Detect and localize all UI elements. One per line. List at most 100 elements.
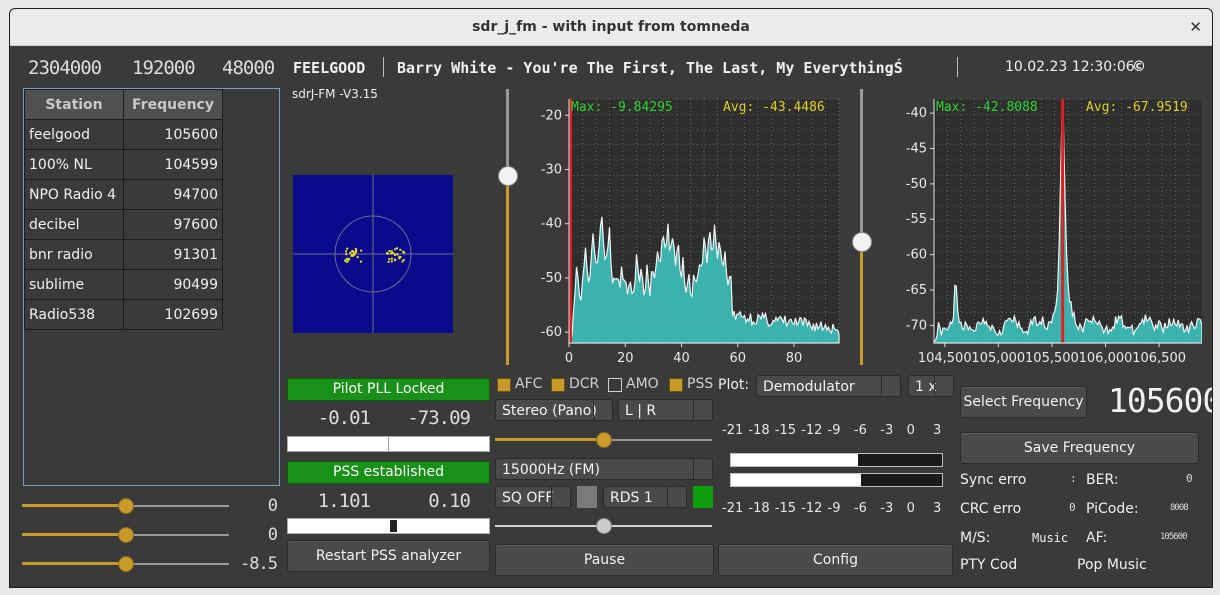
- meter-right-channel: [730, 473, 943, 487]
- station-list[interactable]: Station Frequency feelgood 105600 100% NL 1…: [23, 88, 280, 486]
- iq-sample: [390, 250, 393, 253]
- meter-tick-label: -12: [801, 501, 823, 516]
- iq-sample: [346, 260, 349, 263]
- pty-value: Pop Music: [1077, 557, 1147, 573]
- iq-sample: [355, 250, 358, 253]
- pss-value-2: 0.10: [428, 490, 471, 512]
- pause-button[interactable]: Pause: [495, 544, 714, 576]
- meter-left-channel: [730, 453, 943, 467]
- ber-label: BER:: [1086, 472, 1119, 488]
- station-name-cell[interactable]: bnr radio: [24, 239, 124, 270]
- meter-tick-label: -18: [748, 501, 770, 516]
- x-tick-label: 60: [729, 351, 746, 366]
- iq-sample: [350, 254, 353, 257]
- table-row[interactable]: decibel 97600: [24, 209, 223, 240]
- iq-sample: [345, 250, 348, 253]
- stereo-mode-value: Stereo (Pano): [502, 403, 597, 419]
- iq-sample: [401, 260, 404, 263]
- title-bar: sdr_j_fm - with input from tomneda ✕: [10, 9, 1212, 46]
- slider-handle[interactable]: [118, 498, 134, 514]
- slider-handle[interactable]: [118, 527, 134, 543]
- frequency-cell[interactable]: 102699: [123, 299, 223, 330]
- stereo-mode-select[interactable]: Stereo (Pano): [495, 399, 613, 421]
- ms-value: Music: [1032, 531, 1069, 545]
- iq-sample: [352, 251, 355, 254]
- sync-error-value: :: [1070, 472, 1077, 485]
- afc-checkbox[interactable]: [497, 378, 511, 392]
- rds-select-value: RDS 1: [610, 490, 653, 506]
- x-tick-label: 106,500: [1132, 351, 1186, 366]
- rds-select[interactable]: RDS 1: [603, 486, 687, 508]
- select-frequency-button[interactable]: Select Frequency: [960, 386, 1087, 418]
- frequency-cell[interactable]: 104599: [123, 149, 223, 180]
- column-header-frequency[interactable]: Frequency: [123, 89, 223, 120]
- config-button[interactable]: Config: [718, 544, 953, 576]
- pss-checkbox[interactable]: [669, 378, 683, 392]
- y-tick-label: -40: [541, 217, 562, 232]
- iq-scope: [293, 175, 453, 333]
- station-name-cell[interactable]: NPO Radio 4: [24, 179, 124, 210]
- pss-value-1: 1.101: [317, 490, 371, 512]
- table-row[interactable]: 100% NL 104599: [24, 149, 223, 180]
- plot-select[interactable]: Demodulator: [756, 375, 901, 397]
- slider-handle[interactable]: [852, 232, 872, 252]
- filter-select[interactable]: 15000Hz (FM): [495, 458, 713, 480]
- iq-sample: [391, 252, 394, 254]
- table-row[interactable]: bnr radio 91301: [24, 239, 223, 270]
- squelch-select-value: SQ OFF: [502, 490, 554, 506]
- frequency-cell[interactable]: 90499: [123, 269, 223, 300]
- amo-checkbox[interactable]: [608, 378, 622, 392]
- iq-sample: [396, 247, 398, 250]
- station-name-cell[interactable]: Radio538: [24, 299, 124, 330]
- iq-sample: [347, 259, 350, 262]
- y-tick-label: -70: [906, 318, 927, 333]
- iq-sample: [394, 253, 397, 256]
- plot-label: Plot:: [718, 377, 750, 393]
- table-row[interactable]: Radio538 102699: [24, 299, 223, 330]
- table-row[interactable]: NPO Radio 4 94700: [24, 179, 223, 210]
- table-row[interactable]: sublime 90499: [24, 269, 223, 300]
- slider-handle[interactable]: [118, 556, 134, 572]
- frequency-cell[interactable]: 105600: [123, 119, 223, 150]
- squelch-select[interactable]: SQ OFF: [495, 486, 571, 508]
- input-rate-display: 2304000: [28, 57, 102, 79]
- slider-handle[interactable]: [596, 432, 612, 448]
- squelch-indicator: [577, 486, 597, 508]
- slider-handle[interactable]: [498, 166, 518, 186]
- meter-tick-label: 3: [933, 423, 942, 438]
- station-name-cell[interactable]: 100% NL: [24, 149, 124, 180]
- y-tick-label: -20: [541, 108, 562, 123]
- station-name-cell[interactable]: sublime: [24, 269, 124, 300]
- station-name-cell[interactable]: feelgood: [24, 119, 124, 150]
- pll-progress: [287, 436, 490, 452]
- x-tick-label: 0: [565, 351, 573, 366]
- station-name-cell[interactable]: decibel: [24, 209, 124, 240]
- slider-handle[interactable]: [596, 518, 612, 534]
- iq-sample: [355, 249, 358, 252]
- iq-sample: [344, 260, 347, 262]
- iq-sample: [394, 248, 397, 251]
- sync-error-label: Sync erro: [960, 472, 1027, 488]
- iq-sample: [353, 253, 356, 256]
- iq-sample: [388, 258, 391, 261]
- zoom-select-value: 1 x: [915, 379, 937, 395]
- save-frequency-button[interactable]: Save Frequency: [960, 432, 1199, 464]
- meter-tick-label: -15: [774, 423, 796, 438]
- column-header-station[interactable]: Station: [24, 89, 124, 120]
- table-row[interactable]: feelgood 105600: [24, 119, 223, 150]
- y-tick-label: -50: [906, 177, 927, 192]
- frequency-cell[interactable]: 94700: [123, 179, 223, 210]
- spectrum-trace: [933, 113, 1202, 344]
- spectrum-trace: [568, 216, 840, 344]
- frequency-cell[interactable]: 97600: [123, 209, 223, 240]
- channel-select[interactable]: L | R: [618, 399, 713, 421]
- station-table[interactable]: Station Frequency feelgood 105600 100% NL 1…: [24, 89, 223, 330]
- dcr-checkbox[interactable]: [551, 378, 565, 392]
- close-icon[interactable]: ✕: [1189, 18, 1202, 36]
- zoom-select[interactable]: 1 x: [908, 375, 954, 397]
- frequency-cell[interactable]: 91301: [123, 239, 223, 270]
- fm-rate-display: 192000: [132, 57, 196, 79]
- version-label: sdrJ-FM -V3.15: [292, 87, 378, 101]
- copyright-icon[interactable]: ©: [1132, 59, 1146, 75]
- restart-pss-button[interactable]: Restart PSS analyzer: [287, 540, 490, 572]
